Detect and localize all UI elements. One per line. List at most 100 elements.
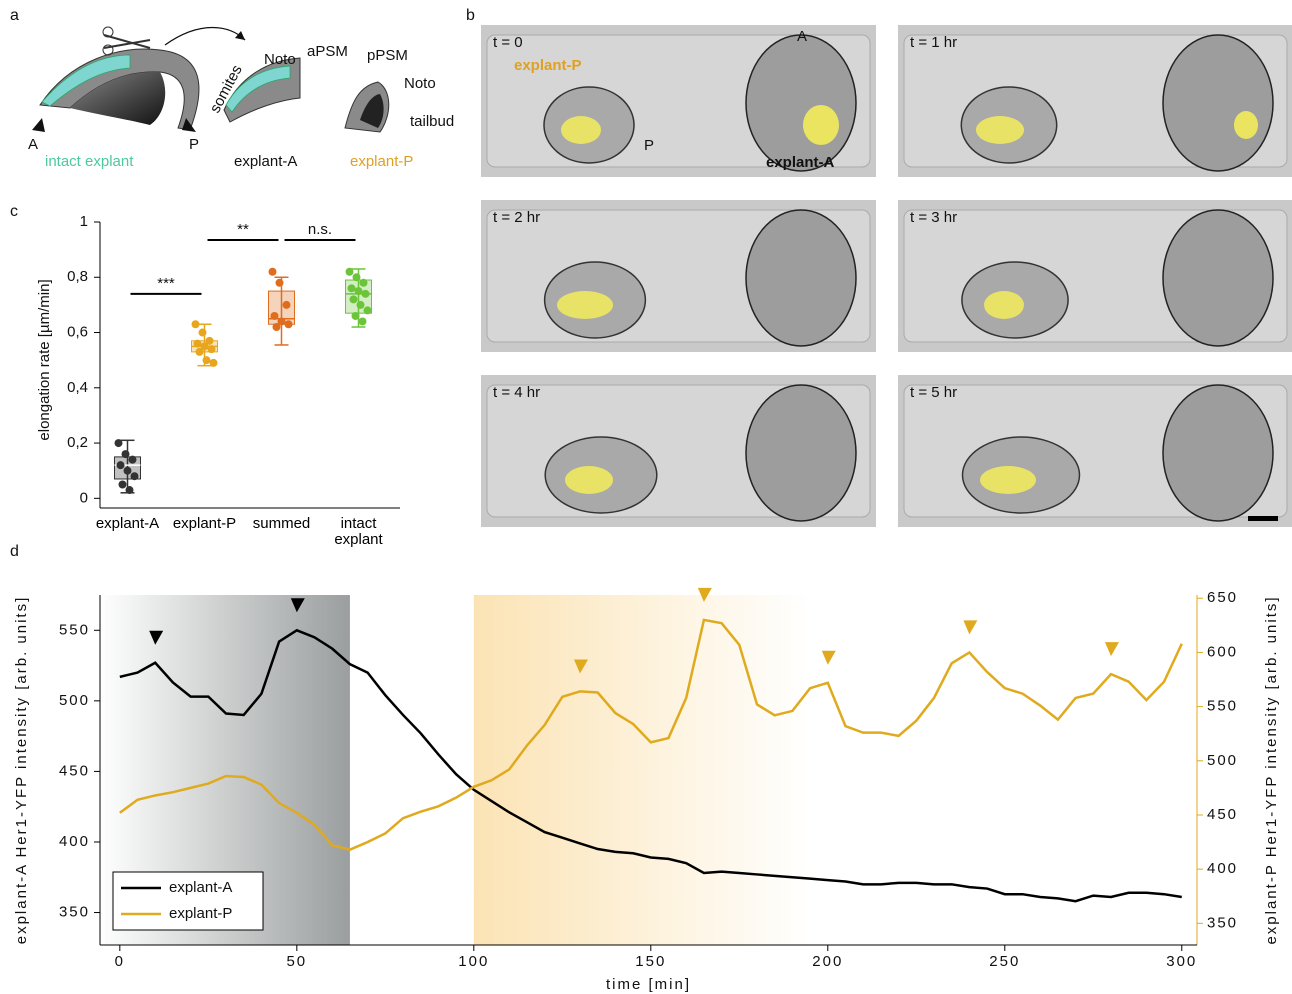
- y-tick-label: 0: [80, 489, 88, 506]
- point: [352, 312, 360, 320]
- page: a b c d somites Noto aPSM pPSM Noto tail…: [0, 0, 1292, 994]
- point: [273, 323, 281, 331]
- micrograph: t = 5 hr: [898, 375, 1292, 527]
- legend-label: explant-P: [169, 905, 232, 922]
- panel-label: b: [466, 7, 475, 24]
- panel-label: a: [10, 7, 19, 24]
- explant-a: [1163, 210, 1273, 346]
- frame-label: t = 3 hr: [910, 209, 957, 226]
- y-tick-label: 0,4: [67, 379, 88, 396]
- diagram-label: P: [189, 136, 199, 153]
- point: [348, 284, 356, 292]
- scale-bar: [1248, 516, 1278, 521]
- figure: a b c d somites Noto aPSM pPSM Noto tail…: [0, 0, 1292, 994]
- point: [359, 317, 367, 325]
- point: [124, 467, 132, 475]
- x-tick-label: 50: [286, 953, 307, 970]
- x-axis-title: time [min]: [606, 976, 691, 993]
- y-tick-label: 0,2: [67, 434, 88, 451]
- x-tick-label: 0: [115, 953, 125, 970]
- diagram-label: intact explant: [45, 153, 134, 170]
- point: [129, 456, 137, 464]
- explant-a: [1163, 385, 1273, 521]
- y-tick-label: 1: [80, 213, 88, 230]
- image-panel: t = 0 t = 1 hr t = 2 hr t = 3 hr t = 4 hr t =…: [481, 25, 1292, 527]
- yfp-signal: [980, 466, 1036, 494]
- point: [126, 486, 134, 494]
- arrowhead-a: [32, 118, 45, 132]
- significance-label: ***: [157, 275, 175, 292]
- micrograph: t = 2 hr: [481, 200, 876, 352]
- significance-label: **: [237, 221, 249, 238]
- y-tick-label: 550: [59, 621, 90, 638]
- point: [122, 450, 130, 458]
- y2-tick-label: 450: [1207, 806, 1238, 823]
- y-axis-title: explant-A Her1-YFP intensity [arb. units…: [13, 596, 30, 945]
- point: [350, 295, 358, 303]
- y-tick-label: 450: [59, 762, 90, 779]
- point: [117, 461, 125, 469]
- cut-arrow: [165, 28, 245, 46]
- y2-axis-title: explant-P Her1-YFP intensity [arb. units…: [1263, 595, 1280, 944]
- point: [276, 279, 284, 287]
- diagram: somites Noto aPSM pPSM Noto tailbud A P …: [28, 27, 454, 170]
- frame-label: t = 4 hr: [493, 384, 540, 401]
- y2-tick-label: 400: [1207, 860, 1238, 877]
- y2-tick-label: 650: [1207, 589, 1238, 606]
- diagram-label: explant-P: [350, 153, 413, 170]
- frame-label: t = 2 hr: [493, 209, 540, 226]
- yfp-signal: [561, 116, 601, 144]
- image-label: A: [797, 28, 807, 45]
- micrograph: t = 3 hr: [898, 200, 1292, 352]
- y2-tick-label: 350: [1207, 914, 1238, 931]
- point: [199, 329, 207, 337]
- diagram-label: tailbud: [410, 113, 454, 130]
- point: [357, 301, 365, 309]
- y-tick-label: 0,6: [67, 324, 88, 341]
- point: [131, 472, 139, 480]
- y2-tick-label: 550: [1207, 698, 1238, 715]
- point: [271, 312, 279, 320]
- x-tick-label-box: intact explant: [314, 516, 404, 556]
- x-tick-label: intact explant: [329, 516, 389, 548]
- point: [119, 481, 127, 489]
- x-tick-label: 300: [1166, 953, 1197, 970]
- micrograph: t = 1 hr: [898, 25, 1292, 177]
- point: [115, 439, 123, 447]
- explant-a: [1163, 35, 1273, 171]
- panel-label: c: [10, 203, 18, 220]
- frame-label: t = 5 hr: [910, 384, 957, 401]
- x-tick-label: 200: [812, 953, 843, 970]
- point: [283, 301, 291, 309]
- y-axis-title: elongation rate [µm/min]: [36, 279, 53, 440]
- y-tick-label: 500: [59, 692, 90, 709]
- image-label: explant-P: [514, 57, 582, 74]
- micrograph: t = 4 hr: [481, 375, 876, 527]
- arrow-head: [235, 31, 245, 40]
- point: [269, 268, 277, 276]
- peak-marker: [963, 620, 977, 634]
- point: [192, 320, 200, 328]
- image-label: explant-A: [766, 154, 835, 171]
- explant-a: [746, 210, 856, 346]
- x-tick-label: 250: [989, 953, 1020, 970]
- shaded-span: [474, 595, 810, 945]
- point: [346, 268, 354, 276]
- significance-label: n.s.: [308, 221, 332, 238]
- point: [196, 348, 204, 356]
- frame-label: t = 1 hr: [910, 34, 957, 51]
- x-tick-label: 100: [458, 953, 489, 970]
- peak-marker: [822, 651, 836, 665]
- y-tick-label: 350: [59, 904, 90, 921]
- diagram-label: Noto: [264, 51, 296, 68]
- point: [362, 290, 370, 298]
- yfp-signal: [1234, 111, 1258, 139]
- frame-label: t = 0: [493, 34, 523, 51]
- y-tick-label: 0,8: [67, 268, 88, 285]
- yfp-signal: [976, 116, 1024, 144]
- point: [210, 359, 218, 367]
- yfp-signal: [803, 105, 839, 145]
- point: [353, 273, 361, 281]
